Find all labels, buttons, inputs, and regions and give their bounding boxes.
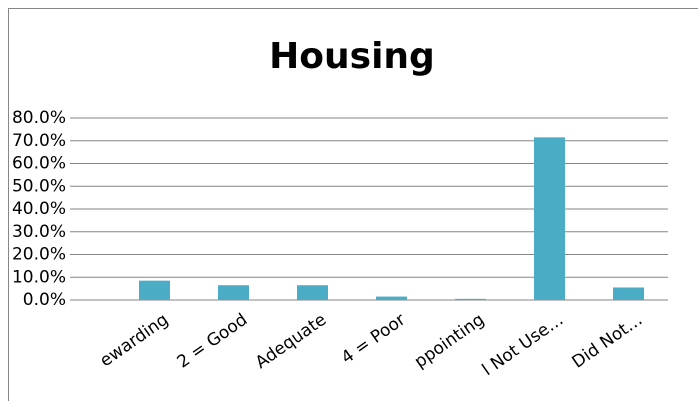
y-tick-label: 30.0%	[12, 222, 66, 242]
y-tick-label: 40.0%	[12, 199, 66, 219]
bar	[534, 137, 565, 300]
bar	[376, 296, 407, 300]
bar	[218, 285, 249, 300]
bar	[297, 285, 328, 300]
chart-frame	[8, 8, 698, 401]
y-tick-label: 0.0%	[23, 290, 66, 310]
y-tick-label: 60.0%	[12, 154, 66, 174]
y-tick-label: 80.0%	[12, 108, 66, 128]
bar	[455, 298, 486, 300]
bar	[613, 287, 644, 300]
y-tick-label: 10.0%	[12, 267, 66, 287]
bar	[139, 280, 170, 300]
y-tick-label: 20.0%	[12, 245, 66, 265]
y-tick-label: 70.0%	[12, 131, 66, 151]
y-tick-label: 50.0%	[12, 176, 66, 196]
chart-title: Housing	[269, 36, 435, 77]
